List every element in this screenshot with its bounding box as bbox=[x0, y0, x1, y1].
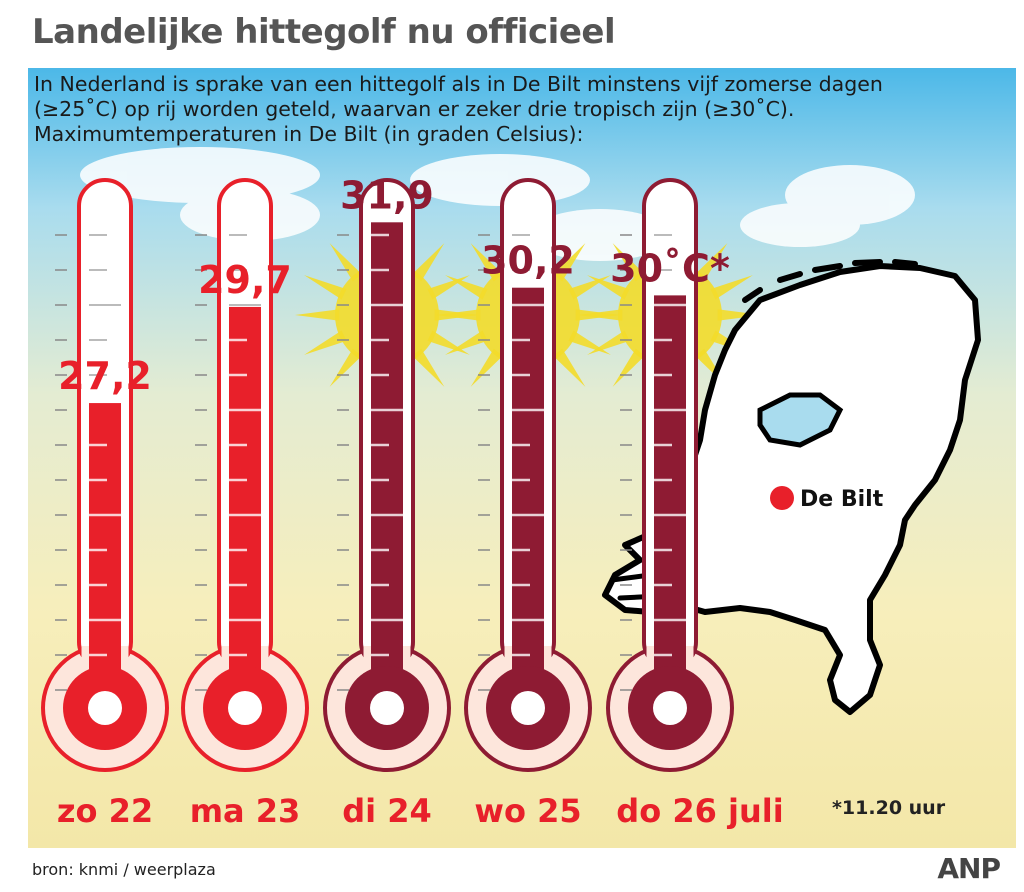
bulb-highlight bbox=[370, 691, 404, 725]
mercury-column bbox=[512, 287, 544, 700]
sun-ray bbox=[470, 348, 503, 387]
sun-ray bbox=[412, 348, 445, 387]
sun-ray bbox=[329, 348, 362, 387]
thermometer: 29,7 ma 23 bbox=[181, 178, 309, 830]
page-title: Landelijke hittegolf nu officieel bbox=[32, 12, 616, 52]
thermometer: 27,2 zo 22 bbox=[41, 178, 169, 830]
intro-line: (≥25˚C) op rij worden geteld, waarvan er… bbox=[34, 97, 795, 121]
sun-ray bbox=[295, 309, 340, 321]
intro-line: Maximumtemperaturen in De Bilt (in grade… bbox=[34, 122, 584, 146]
bulb-highlight bbox=[511, 691, 545, 725]
category-label: ma 23 bbox=[190, 792, 301, 830]
sun-ray bbox=[470, 243, 503, 282]
footnote: *11.20 uur bbox=[832, 797, 946, 819]
source-credit: bron: knmi / weerplaza bbox=[32, 860, 216, 879]
sun-ray bbox=[412, 243, 445, 282]
bulb-highlight bbox=[88, 691, 122, 725]
anp-logo: ANP bbox=[937, 852, 1001, 885]
category-label: do 26 juli bbox=[616, 792, 783, 830]
value-label: 30,2 bbox=[481, 239, 575, 283]
sun-ray bbox=[612, 348, 645, 387]
mercury-column bbox=[89, 403, 121, 700]
value-label: 27,2 bbox=[58, 354, 152, 398]
sun-ray bbox=[436, 309, 481, 321]
mercury-column bbox=[229, 306, 261, 700]
intro-line: In Nederland is sprake van een hittegolf… bbox=[34, 72, 883, 96]
sun-ray bbox=[587, 275, 630, 300]
bulb-highlight bbox=[228, 691, 262, 725]
value-label: 31,9 bbox=[340, 173, 434, 217]
de-bilt-marker bbox=[770, 486, 794, 510]
sun-ray bbox=[304, 330, 347, 355]
thermometer: 31,9 di 24 bbox=[323, 173, 451, 830]
de-bilt-label: De Bilt bbox=[800, 487, 884, 512]
thermometer: 30˚C* do 26 juli bbox=[606, 178, 784, 830]
cloud-shape bbox=[530, 209, 670, 261]
wadden-islands bbox=[742, 259, 918, 303]
intro-text: In Nederland is sprake van een hittegolf… bbox=[34, 72, 994, 147]
sun-ray bbox=[710, 275, 753, 300]
thermometer: 30,2 wo 25 bbox=[464, 178, 592, 830]
cloud-shape bbox=[740, 203, 860, 247]
sun-ray bbox=[553, 348, 586, 387]
ijsselmeer bbox=[757, 392, 844, 448]
mercury-column bbox=[371, 222, 403, 701]
mercury-column bbox=[654, 295, 686, 700]
sun-ray bbox=[578, 309, 623, 321]
category-label: wo 25 bbox=[474, 792, 581, 830]
sun-ray bbox=[553, 243, 586, 282]
sun-ray bbox=[587, 330, 630, 355]
category-label: di 24 bbox=[342, 792, 432, 830]
sun-ray bbox=[695, 243, 728, 282]
sun-ray bbox=[445, 330, 488, 355]
bulb-highlight bbox=[653, 691, 687, 725]
sun-ray bbox=[717, 309, 762, 321]
thermometers: 27,2 zo 22 29,7 ma 23 31,9 di 24 30,2 wo 25 30˚C… bbox=[41, 173, 784, 830]
cloud-shape bbox=[410, 154, 590, 206]
value-label: 30˚C* bbox=[610, 246, 730, 290]
sun-ray bbox=[612, 243, 645, 282]
value-label: 29,7 bbox=[198, 258, 292, 302]
sun-ray bbox=[445, 275, 488, 300]
category-label: zo 22 bbox=[57, 792, 153, 830]
sun-ray bbox=[329, 243, 362, 282]
sun-ray bbox=[304, 275, 347, 300]
